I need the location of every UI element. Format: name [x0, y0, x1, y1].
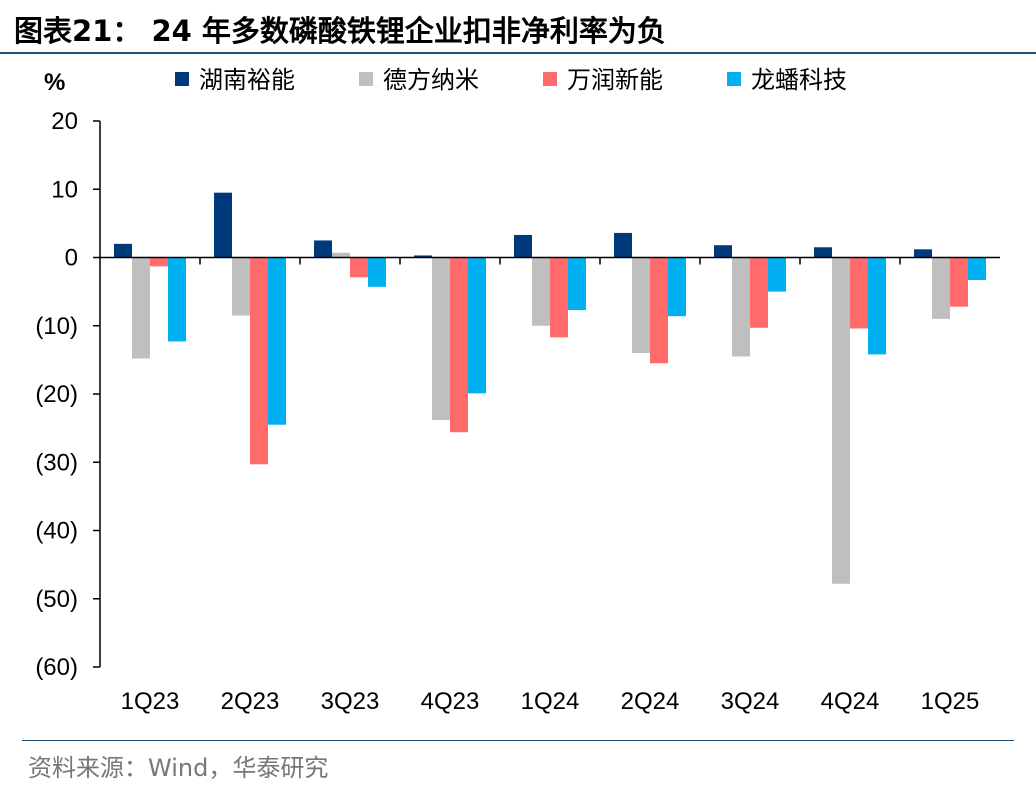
bars	[114, 192, 986, 584]
bar	[532, 257, 550, 326]
bar	[814, 247, 832, 258]
y-axis-unit: %	[44, 69, 65, 96]
x-tick-label: 1Q23	[121, 688, 180, 715]
x-axis: 1Q23 2Q23 3Q23 4Q23 1Q24 2Q24 3Q24 4Q24 1Q25	[100, 256, 1000, 715]
chart-legend: 湖南裕能 德方纳米 万润新能 龙蟠科技	[175, 66, 847, 94]
legend-label: 德方纳米	[383, 66, 479, 94]
x-tick-label: 1Q24	[521, 688, 580, 715]
x-tick-label: 3Q23	[321, 688, 380, 715]
legend-item: 德方纳米	[359, 66, 479, 94]
y-tick-label: (20)	[35, 381, 78, 408]
bar	[932, 257, 950, 319]
bar	[250, 257, 268, 465]
bar	[468, 257, 486, 394]
bar	[214, 192, 232, 258]
bar	[732, 257, 750, 357]
legend-swatch	[543, 72, 557, 86]
y-tick-label: (30)	[35, 449, 78, 476]
legend-label: 万润新能	[567, 66, 663, 94]
bar	[114, 243, 132, 258]
bar	[268, 257, 286, 425]
footer-rule	[22, 740, 1014, 741]
bar	[314, 240, 332, 258]
chart-title: 图表21： 24 年多数磷酸铁锂企业扣非净利率为负	[14, 14, 666, 48]
legend-item: 万润新能	[543, 66, 663, 94]
bar	[168, 257, 186, 342]
legend-item: 龙蟠科技	[727, 66, 847, 94]
bar	[750, 257, 768, 328]
bar	[132, 257, 150, 359]
bar	[614, 232, 632, 258]
bar	[850, 257, 868, 329]
source-note: 资料来源：Wind，华泰研究	[28, 754, 329, 782]
legend-item: 湖南裕能	[175, 66, 295, 94]
bar	[350, 257, 368, 278]
bar	[568, 257, 586, 311]
bar	[832, 257, 850, 584]
bar	[950, 257, 968, 307]
bar	[668, 257, 686, 317]
legend-label: 龙蟠科技	[751, 66, 847, 94]
x-tick-label: 4Q23	[421, 688, 480, 715]
title-rule	[0, 52, 1036, 54]
bar	[414, 255, 432, 258]
x-tick-label: 2Q24	[621, 688, 680, 715]
y-tick-label: 10	[51, 176, 78, 203]
bar	[432, 257, 450, 420]
y-tick-label: (10)	[35, 313, 78, 340]
bar	[332, 252, 350, 258]
bar	[914, 249, 932, 258]
bar	[514, 234, 532, 258]
bar	[450, 257, 468, 433]
bar	[714, 245, 732, 258]
y-tick-label: (50)	[35, 586, 78, 613]
bar	[632, 257, 650, 354]
x-tick-label: 2Q23	[221, 688, 280, 715]
y-axis: 20 10 0 (10) (20) (30) (40) (50) (60)	[35, 108, 101, 681]
y-tick-label: 0	[65, 245, 78, 272]
bar	[150, 257, 168, 267]
x-tick-label: 3Q24	[721, 688, 780, 715]
bar	[768, 257, 786, 292]
y-tick-label: 20	[51, 108, 78, 135]
bar	[232, 257, 250, 316]
bar	[650, 257, 668, 364]
x-tick-label: 4Q24	[821, 688, 880, 715]
legend-swatch	[175, 72, 189, 86]
bar	[368, 257, 386, 287]
legend-swatch	[727, 72, 741, 86]
legend-label: 湖南裕能	[199, 66, 295, 94]
bar	[550, 257, 568, 338]
bar	[968, 257, 986, 281]
y-tick-label: (40)	[35, 518, 78, 545]
bar	[868, 257, 886, 355]
x-tick-label: 1Q25	[921, 688, 980, 715]
y-tick-label: (60)	[35, 654, 78, 681]
legend-swatch	[359, 72, 373, 86]
